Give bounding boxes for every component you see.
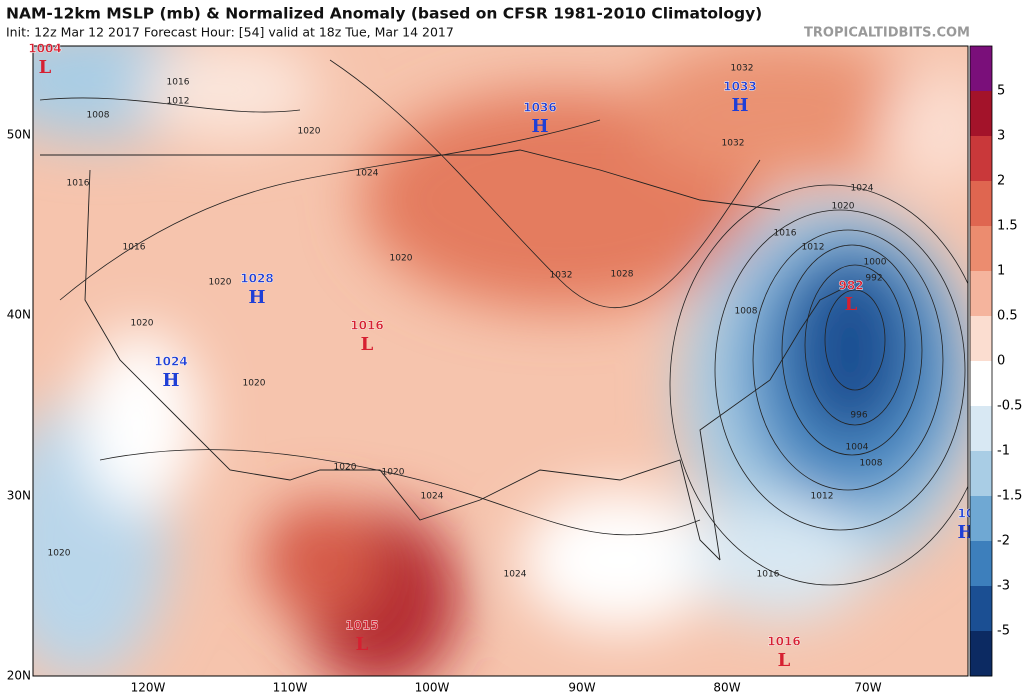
pressure-symbol: H	[248, 287, 265, 308]
pressure-value: 1028	[240, 272, 273, 286]
pressure-symbol: L	[361, 334, 374, 355]
colorbar-segment	[970, 46, 992, 92]
lat-label: 30N	[7, 489, 31, 503]
colorbar-segment	[970, 361, 992, 407]
contour-label: 1016	[757, 570, 780, 580]
contour-label: 1008	[860, 459, 883, 469]
colorbar-segment	[970, 496, 992, 542]
credit: TROPICALTIDBITS.COM	[804, 26, 970, 41]
isobars	[39, 59, 968, 586]
contour-label: 1008	[87, 111, 110, 121]
colorbar-tick-label: -1	[997, 444, 1010, 459]
colorbar-tick-label: -1.5	[997, 489, 1022, 504]
pressure-value: 1036	[523, 101, 556, 115]
pressure-value: 1016	[767, 635, 800, 649]
contour-label: 1000	[864, 258, 887, 268]
contour-label: 1020	[243, 379, 266, 389]
pressure-symbol: L	[778, 650, 791, 671]
title: NAM-12km MSLP (mb) & Normalized Anomaly …	[6, 5, 762, 23]
lat-label: 40N	[7, 308, 31, 322]
contour-label: 1020	[832, 202, 855, 212]
colorbar-tick-label: 1.5	[997, 219, 1018, 234]
pressure-value: 1033	[723, 80, 756, 94]
contour-label: 1028	[611, 270, 634, 280]
contour-label: 1024	[851, 184, 874, 194]
pressure-symbol: H	[162, 370, 179, 391]
pressure-value: 982	[838, 279, 863, 293]
pressure-symbol: L	[845, 294, 858, 315]
contour-label: 1016	[167, 78, 190, 88]
lon-label: 110W	[273, 681, 308, 695]
colorbar-segment	[970, 136, 992, 182]
lat-label: 20N	[7, 669, 31, 683]
pressure-symbol: H	[731, 95, 748, 116]
contour-label: 1020	[209, 278, 232, 288]
colorbar-segment	[970, 226, 992, 272]
contour-label: 1024	[421, 492, 444, 502]
lon-label: 80W	[713, 681, 740, 695]
subtitle: Init: 12z Mar 12 2017 Forecast Hour: [54…	[6, 25, 454, 40]
lon-label: 90W	[568, 681, 595, 695]
contour-label: 1020	[48, 549, 71, 559]
colorbar-tick-label: 1	[997, 264, 1005, 279]
colorbar-tick-label: 0	[997, 354, 1005, 369]
colorbar-segment	[970, 181, 992, 227]
map-frame	[32, 45, 969, 677]
pressure-value: 1015	[345, 619, 378, 633]
map-area	[33, 46, 968, 676]
contour-label: 1032	[550, 271, 573, 281]
contour-label: 1020	[390, 254, 413, 264]
colorbar-segment	[970, 406, 992, 452]
lat-label: 50N	[7, 128, 31, 142]
pressure-value: 1016	[350, 319, 383, 333]
contour-label: 1020	[382, 468, 405, 478]
contour-label: 1024	[356, 169, 379, 179]
colorbar-tick-label: 3	[997, 129, 1005, 144]
contour-label: 1020	[334, 463, 357, 473]
lon-label: 120W	[131, 681, 166, 695]
contour-label: 1012	[811, 492, 834, 502]
colorbar-tick-label: -3	[997, 579, 1010, 594]
colorbar-segment	[970, 316, 992, 362]
lon-label: 70W	[854, 681, 881, 695]
contour-label: 1012	[802, 243, 825, 253]
colorbar-segment	[970, 451, 992, 497]
contour-label: 1024	[504, 570, 527, 580]
contour-label: 1016	[123, 243, 146, 253]
colorbar-tick-label: 0.5	[997, 309, 1018, 324]
colorbar-tick-label: -2	[997, 534, 1010, 549]
contour-label: 1004	[846, 443, 869, 453]
colorbar-tick-label: -5	[997, 624, 1010, 639]
lon-label: 100W	[415, 681, 450, 695]
colorbar-segment	[970, 631, 992, 677]
pressure-value: 1024	[154, 355, 187, 369]
pressure-symbol: L	[39, 57, 52, 78]
contour-label: 1012	[167, 97, 190, 107]
contour-label: 1020	[131, 319, 154, 329]
boundaries	[40, 149, 861, 561]
colorbar-tick-label: 5	[997, 84, 1005, 99]
contour-label: 1016	[67, 179, 90, 189]
anomaly-shading	[33, 46, 968, 676]
colorbar-segment	[970, 91, 992, 137]
colorbar-segment	[970, 271, 992, 317]
colorbar-tick-label: -0.5	[997, 399, 1022, 414]
colorbar-frame	[969, 45, 993, 677]
contour-label: 1032	[731, 64, 754, 74]
contour-label: 1020	[298, 127, 321, 137]
colorbar-tick-label: 2	[997, 174, 1005, 189]
contour-label: 1008	[735, 307, 758, 317]
colorbar-segment	[970, 541, 992, 587]
pressure-symbol: H	[531, 116, 548, 137]
contour-label: 1016	[774, 229, 797, 239]
contour-label: 996	[850, 411, 867, 421]
contour-label: 1032	[722, 139, 745, 149]
contour-label: 992	[865, 274, 882, 284]
colorbar-segment	[970, 586, 992, 632]
pressure-value: 1004	[28, 42, 61, 56]
pressure-symbol: L	[356, 634, 369, 655]
